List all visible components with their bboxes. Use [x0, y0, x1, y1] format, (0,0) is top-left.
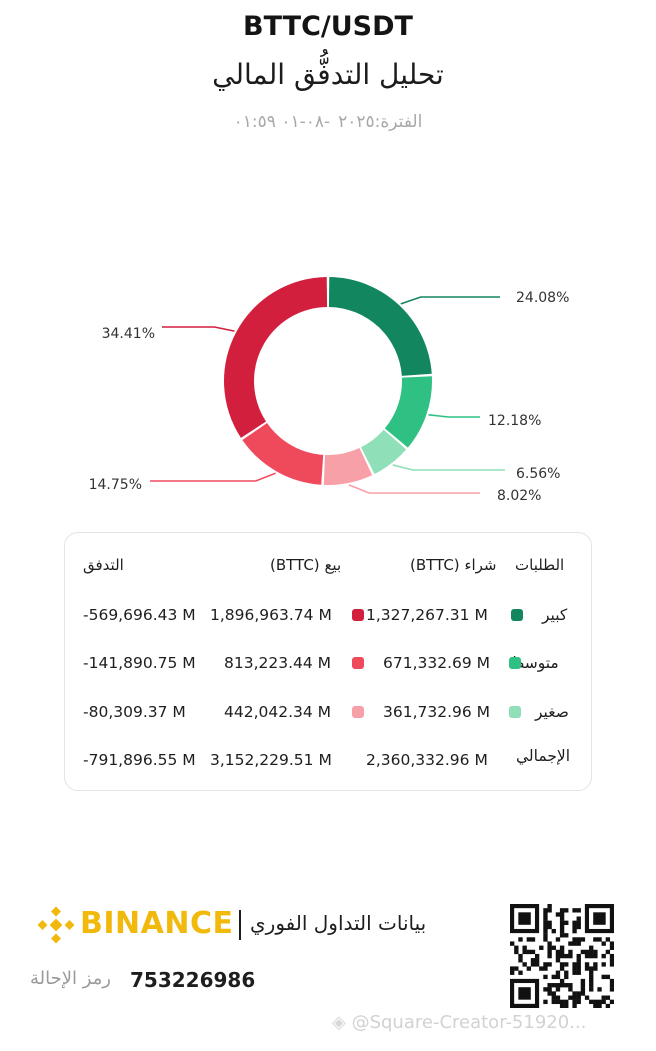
row-medium-buy-swatch: [509, 657, 521, 669]
donut-label-1: 24.08%: [516, 290, 569, 306]
binance-logo-icon: [37, 906, 75, 944]
pair-title: BTTC/USDT: [243, 11, 413, 42]
brand-name: BINANCE: [80, 906, 234, 941]
row-total-label: الإجمالي: [516, 747, 571, 765]
row-small-buy-swatch: [509, 706, 521, 718]
row-large-sell-swatch: [352, 609, 364, 621]
row-total-sell: 3,152,229.51 M: [210, 751, 332, 769]
header-buy-unit: (BTTC): [410, 556, 460, 574]
row-large-sell: 1,896,963.74 M: [210, 606, 332, 624]
donut-leader-6: [162, 326, 235, 332]
donut-leader-2: [428, 414, 480, 418]
row-small-buy: 361,732.96 M: [383, 703, 491, 721]
donut-slice-1: [328, 277, 432, 376]
row-large-buy-swatch: [511, 609, 523, 621]
brand-divider: [239, 910, 241, 940]
donut-label-5: 14.75%: [89, 477, 142, 493]
header-sell: (BTTC) بيع: [270, 556, 341, 574]
donut-slice-5: [242, 422, 324, 485]
donut-leader-1: [400, 296, 500, 305]
donut-leader-3: [392, 464, 505, 471]
donut-label-6: 34.41%: [102, 326, 155, 342]
watermark-text: @Square-Creator-51920...: [351, 1012, 587, 1033]
period-label: الفترة:: [374, 112, 423, 132]
row-large-buy: 1,327,267.31 M: [366, 606, 488, 624]
row-total-flow: -791,896.55 M: [83, 751, 196, 769]
row-small-sell-swatch: [352, 706, 364, 718]
watermark-diamond-icon: ◈: [332, 1012, 346, 1033]
row-small-flow: -80,309.37 M: [83, 703, 186, 721]
row-small-label: صغير: [535, 703, 569, 721]
row-medium-sell: 813,223.44 M: [224, 654, 332, 672]
brand-tagline: بيانات التداول الفوري: [250, 911, 427, 935]
donut-label-3: 6.56%: [516, 466, 560, 482]
period-line: الفترة:٢٠٢٥-٠٨-٠١ ٠١:٥٩: [0, 112, 656, 132]
flow-table-card: [64, 532, 592, 791]
row-large-flow: -569,696.43 M: [83, 606, 196, 624]
donut-slice-3: [361, 429, 407, 475]
qr-code-icon: [510, 904, 614, 1008]
page-subtitle: تحليل التدفُّق المالي: [212, 58, 444, 91]
donut-slice-4: [323, 447, 373, 485]
header-buy-label: شراء: [464, 556, 497, 574]
row-medium-buy: 671,332.69 M: [383, 654, 491, 672]
row-large-label: كبير: [542, 606, 568, 624]
period-value: ٢٠٢٥-٠٨-٠١ ٠١:٥٩: [233, 112, 375, 132]
row-medium-sell-swatch: [352, 657, 364, 669]
donut-slice-2: [384, 376, 432, 448]
header-flow: التدفق: [83, 556, 124, 574]
donut-leader-4: [348, 484, 480, 494]
row-total-buy: 2,360,332.96 M: [366, 751, 488, 769]
header-sell-label: بيع: [324, 556, 342, 574]
row-small-sell: 442,042.34 M: [224, 703, 332, 721]
header-sell-unit: (BTTC): [270, 556, 320, 574]
flow-donut-chart: 24.08% 12.18% 6.56% 8.02% 14.75% 34.41%: [89, 277, 569, 504]
referral-label: رمز الإحالة: [30, 968, 111, 989]
donut-label-2: 12.18%: [488, 413, 541, 429]
header-orders: الطلبات: [515, 556, 565, 574]
donut-leader-5: [150, 472, 276, 482]
header-buy: (BTTC) شراء: [410, 556, 497, 574]
donut-label-4: 8.02%: [497, 488, 541, 504]
row-medium-flow: -141,890.75 M: [83, 654, 196, 672]
donut-slice-6: [223, 277, 328, 438]
row-medium-label: متوسط: [510, 654, 559, 672]
referral-code: 753226986: [130, 968, 256, 992]
creator-watermark: ◈ @Square-Creator-51920...: [332, 1012, 586, 1033]
